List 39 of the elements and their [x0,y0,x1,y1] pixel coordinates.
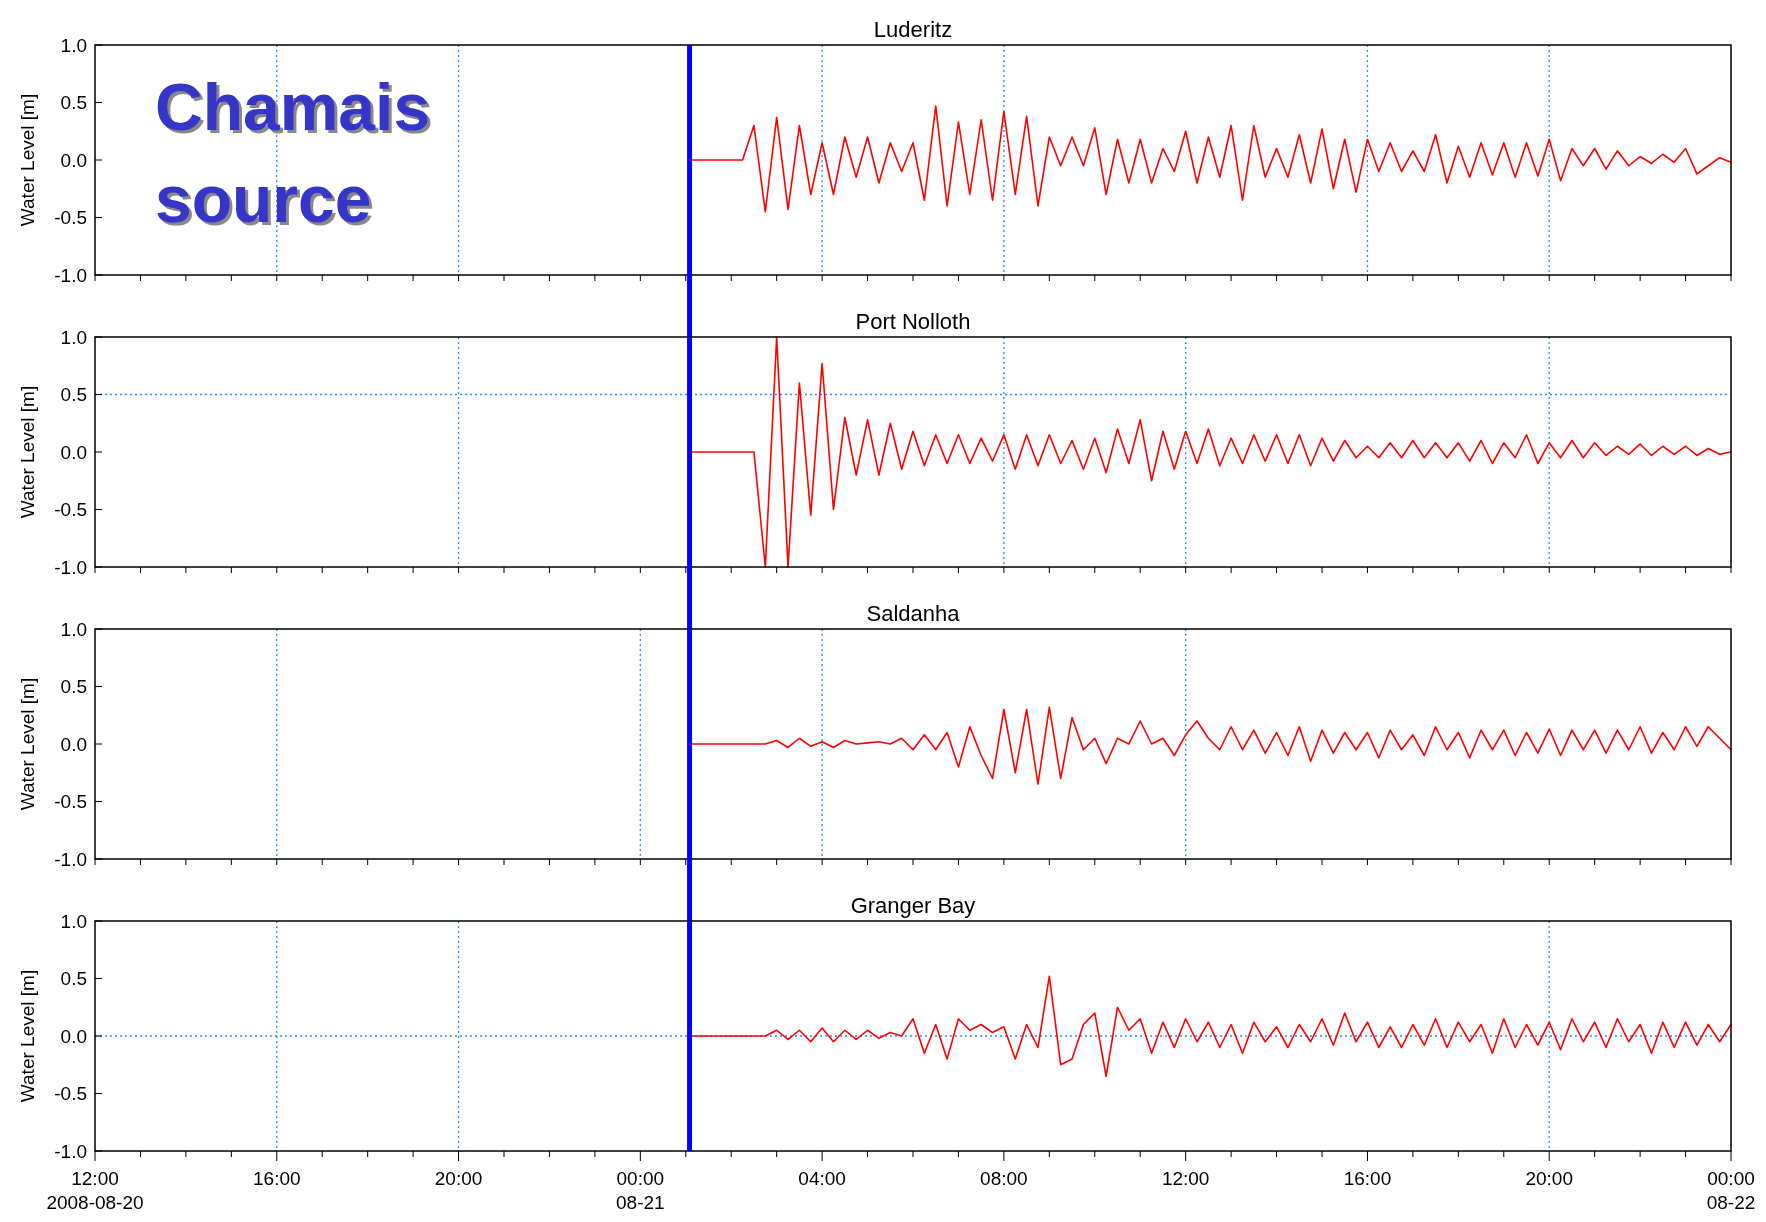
y-tick-label: -0.5 [54,1083,87,1105]
y-tick-label: -0.5 [54,791,87,813]
x-tick-label: 20:00 [1525,1168,1573,1189]
y-tick-label: 1.0 [60,34,87,56]
y-axis-title: Water Level [m] [17,385,38,519]
y-tick-label: -0.5 [54,499,87,521]
x-tick-label: 00:00 08-22 [1706,1168,1756,1213]
chart-title: Saldanha [866,601,961,626]
annotation: Chamais source [155,70,431,236]
y-tick-label: 1.0 [60,618,87,640]
y-tick-label: -1.0 [54,1140,87,1162]
y-axis-title: Water Level [m] [17,93,38,227]
y-tick-label: 0.0 [60,733,87,755]
y-tick-label: -0.5 [54,207,87,229]
y-tick-label: 1.0 [60,910,87,932]
y-tick-label: 0.0 [60,149,87,171]
x-tick-label: 00:00 08-21 [616,1168,665,1213]
x-tick-label: 20:00 [434,1168,483,1189]
y-tick-label: 0.5 [60,92,87,114]
y-tick-label: -1.0 [54,848,87,870]
y-tick-label: 0.0 [60,441,87,463]
chart-title: Luderitz [873,17,953,42]
y-axis-title: Water Level [m] [17,969,38,1103]
x-tick-label: 16:00 [1343,1168,1392,1189]
y-tick-label: -1.0 [54,264,87,286]
y-tick-label: 0.5 [60,384,87,406]
y-tick-label: 1.0 [60,326,87,348]
y-axis-title: Water Level [m] [17,677,38,811]
x-tick-label: 12:00 [1161,1168,1210,1189]
x-tick-label: 04:00 [798,1168,846,1189]
y-tick-label: 0.5 [60,968,87,990]
y-tick-label: 0.5 [60,676,87,698]
y-tick-label: -1.0 [54,556,87,578]
x-tick-label: 16:00 [253,1168,301,1189]
x-tick-label: 08:00 [980,1168,1028,1189]
y-tick-label: 0.0 [60,1025,87,1047]
x-tick-label: 12:00 2008-08-20 [46,1168,144,1213]
chart-title: Granger Bay [850,893,976,918]
chart-title: Port Nolloth [855,309,971,334]
